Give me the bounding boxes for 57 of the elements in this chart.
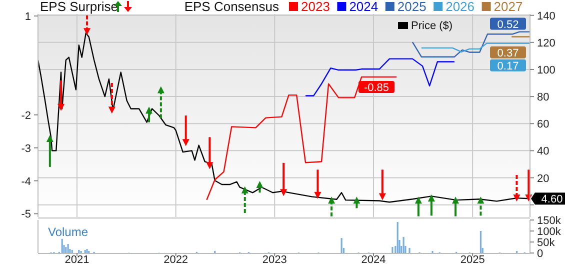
text: Volume [48,225,88,239]
x-tick-label: 2023 [262,254,287,264]
legend-label: 2023 [301,0,330,14]
point [108,106,116,114]
point [477,196,484,204]
y2-tick-label: 120 [537,37,556,50]
point [414,196,422,204]
y2-tick-label: 60 [537,118,550,131]
x-tick-label: 2021 [64,254,90,264]
legend-label: 2024 [349,0,378,14]
legend-title: EPS Consensus [184,0,280,14]
data-label: -0.85 [364,82,390,94]
point [58,104,65,111]
point [206,162,214,170]
point [182,139,190,146]
y-tick-label: -4 [21,176,31,188]
point [280,189,288,196]
point [146,106,153,114]
data-label: 4.60 [541,194,563,206]
point [256,181,264,188]
y-tick-label: 50k [537,237,556,249]
point [314,192,322,199]
point [46,135,54,142]
line-series [304,58,456,96]
legend-label: 2027 [494,0,523,14]
x-tick-label: 2022 [164,254,188,264]
y-tick-label: 0 [537,248,544,260]
point [428,194,435,202]
point [157,86,164,94]
y2-tick-label: 20 [537,172,550,185]
y2-tick-label: 100 [537,64,556,76]
y2-tick-label: 40 [537,146,550,158]
y-tick-label: -5 [21,208,31,221]
legend-label: 2025 [397,0,426,14]
point [328,196,336,204]
data-label: 0.37 [497,47,519,60]
point [513,194,520,202]
point [353,196,360,204]
line-series [206,76,398,200]
x-tick-label: 2024 [361,254,386,264]
point [378,193,386,200]
y-tick-label: -3 [21,142,31,155]
data-label: 0.52 [497,18,519,31]
y2-tick-label: 80 [537,92,550,104]
y-tick-label: 150k [537,215,562,227]
point [84,28,91,36]
y-tick-label: -2 [21,110,31,122]
point [241,186,248,194]
y-tick-label: 100k [537,226,562,238]
legend-label: 2026 [446,0,475,14]
x-tick-label: 2025 [460,254,485,264]
chart-title: EPS Surprise [40,0,118,14]
y-tick-label: 1 [24,10,31,23]
legend-label: Price ($) [411,20,453,32]
data-label: 0.17 [497,60,519,72]
y2-tick-label: 140 [537,10,556,22]
point [452,196,460,204]
